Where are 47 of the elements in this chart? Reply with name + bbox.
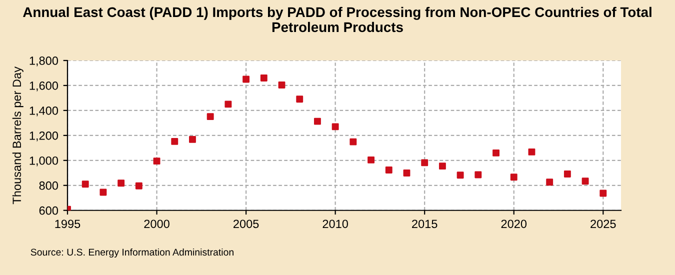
point — [421, 159, 428, 166]
source-note: Source: U.S. Energy Information Administration — [30, 248, 234, 258]
y-tick-label: 1,600 — [30, 82, 58, 92]
x-tick-label: 2015 — [412, 220, 438, 228]
point — [242, 76, 250, 83]
x-tick-label: 2010 — [322, 220, 348, 228]
point — [278, 82, 286, 88]
point — [403, 170, 410, 177]
point — [474, 171, 482, 178]
point — [189, 136, 196, 143]
y-tick-label: 1,200 — [30, 131, 58, 142]
x-tick-label: 2005 — [234, 220, 259, 228]
point — [332, 123, 339, 130]
y-tick-label: 1,800 — [30, 56, 58, 66]
x-tick-label: 2020 — [501, 220, 527, 228]
point — [350, 138, 357, 146]
point — [135, 182, 142, 190]
point — [206, 113, 214, 120]
point — [582, 178, 589, 185]
point — [153, 158, 160, 165]
point — [171, 138, 178, 145]
y-tick-label: 1,000 — [30, 156, 58, 166]
point — [385, 166, 392, 174]
point — [600, 190, 607, 197]
point — [260, 74, 268, 82]
point — [438, 162, 446, 170]
point — [368, 156, 375, 164]
point — [510, 174, 518, 181]
point — [224, 100, 232, 108]
y-tick-label: 800 — [39, 181, 58, 190]
x-tick-label: 2025 — [590, 220, 616, 228]
point — [82, 180, 89, 188]
y-tick-label: 1,400 — [30, 106, 58, 116]
point — [528, 148, 536, 156]
point — [456, 172, 464, 179]
y-axis-title: Thousand Barrels per Day — [12, 66, 24, 204]
point — [492, 149, 500, 156]
point — [296, 96, 304, 103]
point — [564, 170, 571, 178]
x-tick-label: 1995 — [55, 220, 80, 228]
point — [118, 180, 125, 187]
point — [100, 188, 107, 196]
point — [546, 178, 554, 186]
y-tick-label: 600 — [39, 206, 58, 215]
x-tick-label: 2000 — [144, 220, 170, 228]
point — [314, 118, 321, 125]
chart-title: Annual East Coast (PADD 1) Imports by PADD of Processing from Non-OPEC Countries of Total Petroleum Products — [23, 6, 652, 32]
